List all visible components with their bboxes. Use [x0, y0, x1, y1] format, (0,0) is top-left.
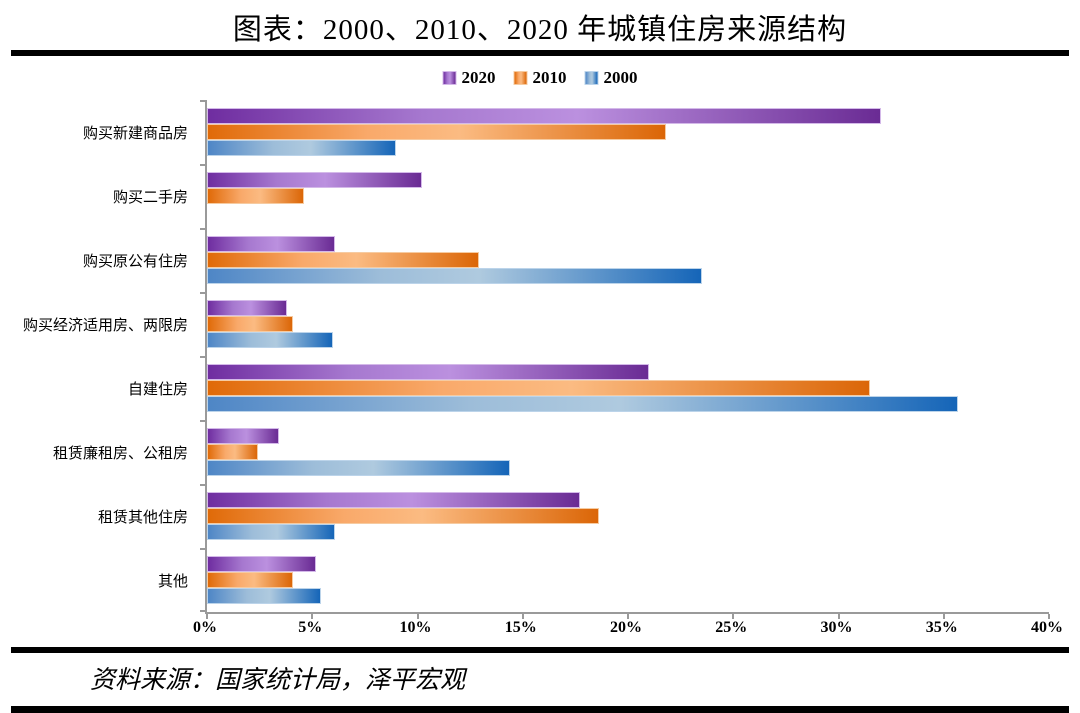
bar-2000 [207, 268, 702, 284]
bar-group [207, 292, 1049, 356]
source-note: 资料来源：国家统计局，泽平宏观 [90, 667, 466, 694]
bar-2000 [207, 140, 397, 156]
category-label: 购买原公有住房 [82, 253, 188, 270]
x-tick-label: 30% [820, 619, 853, 636]
chart-legend: 2020 2010 2000 [442, 68, 638, 88]
value-axis-labels: 0% 5% 10% 15% 20% 25% 30% 35% 40% [193, 619, 1063, 641]
x-axis-tick [521, 614, 524, 619]
bar-2010 [207, 572, 294, 588]
plot-area [200, 100, 1050, 619]
x-axis-tick [837, 614, 840, 619]
x-axis-tick [942, 614, 945, 619]
x-axis-tick [627, 614, 629, 619]
x-tick-label: 5% [298, 619, 323, 636]
category-label: 其他 [157, 573, 188, 590]
bar-2000 [207, 332, 334, 348]
category-label: 购买二手房 [112, 189, 188, 206]
bar-2010 [207, 316, 294, 332]
x-axis-tick [311, 614, 314, 619]
bar-2010 [207, 380, 871, 396]
category-label: 自建住房 [127, 381, 188, 398]
divider-middle [11, 647, 1069, 653]
legend-label: 2020 [461, 68, 496, 87]
category-label: 购买新建商品房 [82, 125, 188, 142]
y-axis-tick [200, 100, 207, 102]
y-axis-tick [200, 484, 207, 486]
bar-2010 [207, 188, 304, 204]
bar-2020 [207, 108, 881, 124]
bar-2000 [207, 460, 511, 476]
bar-2000 [207, 588, 321, 604]
x-axis-tick [1048, 614, 1050, 619]
legend-swatch-icon [584, 71, 599, 85]
bar-2020 [207, 556, 317, 572]
y-axis-tick [200, 610, 207, 612]
bar-2010 [207, 252, 479, 268]
bar-group [207, 420, 1049, 484]
divider-top [11, 50, 1069, 56]
bar-2020 [207, 172, 422, 188]
y-axis-tick [200, 420, 207, 422]
y-axis-tick [200, 356, 207, 358]
x-tick-label: 20% [610, 619, 642, 636]
legend-label: 2010 [532, 68, 567, 87]
category-label: 购买经济适用房、两限房 [22, 317, 188, 334]
divider-bottom [11, 706, 1069, 713]
bar-group [207, 548, 1049, 612]
x-axis-tick [416, 614, 419, 619]
bar-2010 [207, 508, 599, 524]
y-axis-tick [200, 164, 207, 166]
bar-2010 [207, 444, 258, 460]
x-tick-label: 10% [399, 619, 432, 636]
legend-label: 2000 [603, 68, 638, 87]
bar-2020 [207, 364, 650, 380]
y-axis-tick [200, 228, 207, 230]
legend-item-2020: 2020 [442, 68, 496, 88]
x-tick-label: 40% [1031, 619, 1063, 636]
category-label: 租赁其他住房 [97, 509, 188, 526]
bar-2010 [207, 124, 666, 140]
legend-swatch-icon [442, 71, 457, 85]
legend-item-2010: 2010 [513, 68, 567, 88]
x-tick-label: 15% [504, 619, 537, 636]
chart-title: 图表：2000、2010、2020 年城镇住房来源结构 [232, 14, 848, 46]
x-tick-label: 35% [925, 619, 958, 636]
category-label: 租赁廉租房、公租房 [52, 445, 188, 462]
x-tick-label: 25% [715, 619, 748, 636]
bar-group [207, 228, 1049, 292]
category-axis-labels: 购买新建商品房购买二手房购买原公有住房购买经济适用房、两限房自建住房租赁廉租房、… [0, 100, 197, 612]
bar-2020 [207, 300, 287, 316]
legend-swatch-icon [513, 71, 528, 85]
x-tick-label: 0% [193, 619, 217, 636]
bar-2000 [207, 396, 959, 412]
bar-2020 [207, 492, 580, 508]
x-axis-tick [732, 614, 735, 619]
bar-group [207, 164, 1049, 228]
bar-group [207, 484, 1049, 548]
bar-2020 [207, 236, 336, 252]
legend-item-2000: 2000 [584, 68, 638, 88]
bar-2020 [207, 428, 279, 444]
bar-group [207, 100, 1049, 164]
y-axis-tick [200, 548, 207, 550]
bar-2000 [207, 524, 336, 540]
y-axis-tick [200, 292, 207, 294]
bar-group [207, 356, 1049, 420]
x-axis-tick [206, 614, 208, 619]
